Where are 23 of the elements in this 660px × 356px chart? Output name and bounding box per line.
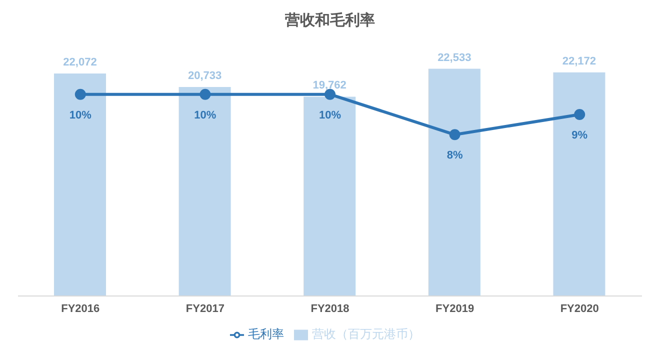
chart-title: 营收和毛利率 xyxy=(284,11,376,31)
bar xyxy=(428,68,480,296)
data-label: 22,172 xyxy=(562,55,596,68)
x-tick-label: FY2016 xyxy=(61,302,100,315)
legend-label: 营收（百万元港币） xyxy=(312,327,420,341)
x-tick-label: FY2019 xyxy=(436,302,474,315)
legend-label: 毛利率 xyxy=(248,327,284,341)
data-label: 10% xyxy=(194,109,216,122)
data-label: 19,762 xyxy=(312,80,346,92)
data-label: 9% xyxy=(572,130,588,142)
data-label: 20,733 xyxy=(188,70,222,82)
data-label: 22,533 xyxy=(438,52,472,64)
data-label: 22,072 xyxy=(63,56,97,68)
x-tick-label: FY2017 xyxy=(186,302,224,315)
data-label: 10% xyxy=(69,109,92,122)
x-tick-label: FY2018 xyxy=(310,302,350,315)
bar xyxy=(304,96,356,296)
bar xyxy=(178,86,231,296)
data-label: 10% xyxy=(318,109,342,122)
bar xyxy=(54,73,106,296)
data-label: 8% xyxy=(446,150,463,162)
x-tick-label: FY2020 xyxy=(560,302,599,315)
bar xyxy=(553,72,606,296)
